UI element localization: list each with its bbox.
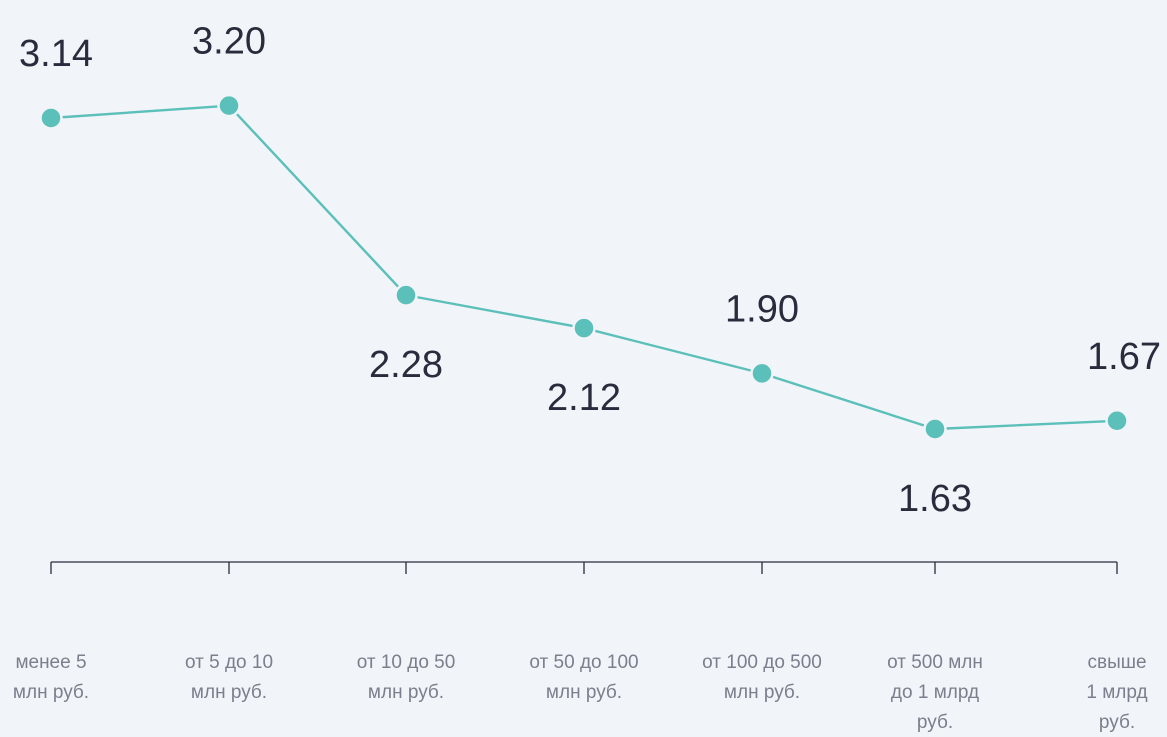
x-tick-label: свыше 1 млрд руб. (1086, 652, 1147, 733)
data-label: 3.20 (192, 21, 266, 63)
data-labels: 3.14 3.20 2.28 2.12 1.90 1.63 1.67 (19, 21, 1161, 520)
x-tick-label-line: млн руб. (724, 682, 800, 703)
data-label: 1.67 (1087, 336, 1161, 378)
x-tick-label-line: до 1 млрд (891, 682, 979, 703)
x-tick-label: от 100 до 500 млн руб. (702, 652, 822, 703)
x-tick-label-line: млн руб. (13, 682, 89, 703)
x-tick-label-line: от 5 до 10 (185, 652, 273, 673)
x-tick-label-line: от 10 до 50 (357, 652, 456, 673)
x-tick-label-line: свыше (1087, 652, 1146, 673)
data-point (1105, 409, 1129, 433)
x-tick-label-line: 1 млрд (1086, 682, 1147, 703)
data-label: 1.63 (898, 478, 972, 520)
x-tick-labels: менее 5 млн руб.от 5 до 10 млн руб.от 10 д… (13, 652, 1148, 733)
x-tick-label: от 10 до 50 млн руб. (357, 652, 456, 703)
x-tick-label-line: млн руб. (368, 682, 444, 703)
data-point (750, 361, 774, 386)
x-tick-label-line: млн руб. (191, 682, 267, 703)
x-tick-label: от 500 млн до 1 млрд руб. (887, 652, 983, 733)
x-tick-label-line: млн руб. (546, 682, 622, 703)
data-point (572, 316, 596, 340)
x-tick-label: менее 5 млн руб. (13, 652, 89, 703)
data-label: 3.14 (19, 33, 93, 75)
x-tick-label-line: от 500 млн (887, 652, 983, 673)
x-tick-label-line: руб. (1099, 712, 1135, 733)
data-label: 2.28 (369, 344, 443, 386)
data-label: 1.90 (725, 288, 799, 330)
data-point (923, 417, 947, 441)
data-point (39, 106, 63, 130)
data-label: 2.12 (547, 377, 621, 419)
data-points (39, 93, 1129, 441)
x-tick-label: от 5 до 10 млн руб. (185, 652, 273, 703)
x-tick-label-line: от 100 до 500 (702, 652, 822, 673)
x-tick-label: от 50 до 100 млн руб. (529, 652, 638, 703)
data-point (217, 93, 241, 118)
x-tick-label-line: от 50 до 100 (529, 652, 638, 673)
x-tick-label-line: руб. (917, 712, 953, 733)
x-axis (50, 561, 1118, 574)
data-point (394, 283, 418, 307)
x-tick-label-line: менее 5 (15, 652, 86, 673)
